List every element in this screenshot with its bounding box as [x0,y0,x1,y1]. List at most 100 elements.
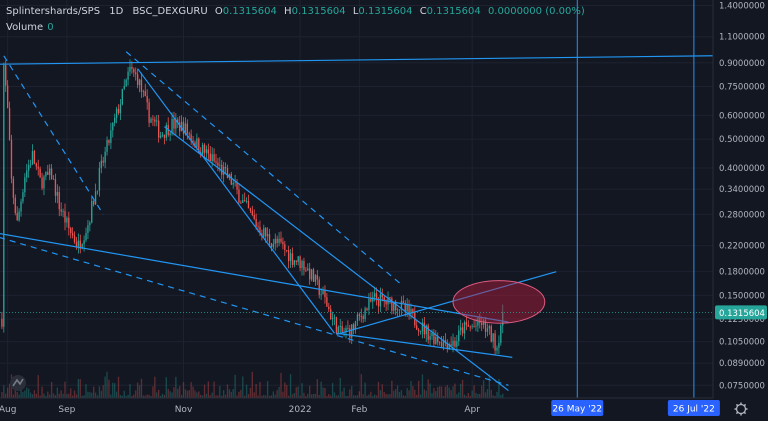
candle-body [307,268,309,271]
volume-bar [448,387,450,398]
candle-body [500,325,502,343]
volume-bar [215,395,217,398]
volume-bar [144,395,146,398]
x-tick-label: Aug [0,405,16,415]
volume-bar [454,383,456,398]
candle-body [3,65,5,327]
volume-bar [94,392,97,398]
volume-bar [244,395,246,398]
volume-bar [240,389,242,398]
volume-bar [177,388,179,398]
candle-body [186,123,188,134]
candle-body [303,260,305,270]
volume-bar [112,382,114,398]
candle-body [45,172,47,177]
candle-body [247,200,250,209]
volume-bar [146,394,148,398]
candle-body [490,326,492,342]
volume-bar [417,380,420,398]
volume-bar [219,385,221,398]
candle-body [351,324,353,338]
candle-body [289,253,292,262]
dashed-trendline [125,51,400,284]
candle-body [284,244,286,251]
candle-body [385,300,387,305]
volume-bar [201,395,204,398]
candle-body [236,182,238,190]
volume-bar [108,379,110,398]
candle-body [58,192,60,210]
candle-body [92,200,95,205]
trendline [0,233,509,323]
y-tick-label: 0.1250000 [719,315,765,325]
volume-bar [477,393,479,398]
candle-body [22,192,24,202]
candle-body [280,238,282,242]
volume-bar [475,392,477,398]
volume-bar [196,392,198,398]
candle-body [47,172,49,175]
candle-body [68,217,70,229]
candle-body [417,329,420,332]
volume-bar [47,391,49,398]
volume-bar [484,392,487,398]
y-tick-label: 1.1000000 [719,33,765,43]
candle-body [177,119,179,123]
volume-bar [58,393,60,398]
volume-bar [75,394,78,398]
low-value: 0.1315604 [358,6,413,17]
tradingview-logo-icon [10,375,26,391]
candle-body [255,219,257,227]
volume-bar [482,380,485,398]
volume-bar [200,394,202,398]
y-tick-label: 0.6000000 [719,111,765,121]
volume-bar [284,382,286,398]
volume-bar [395,389,397,398]
volume-bar [152,386,154,398]
volume-bar [242,376,244,398]
volume-bar [26,387,28,398]
volume-legend: Volume 0 [6,22,54,33]
volume-bar [110,394,112,398]
volume-bar [3,385,5,398]
volume-bar [333,392,336,398]
candle-body [429,336,431,340]
symbol-name[interactable]: Splintershards/SPS [6,6,101,17]
candle-body [224,166,227,169]
volume-bar [492,395,494,398]
candle-body [52,179,55,180]
volume-bar [383,392,385,398]
last-price-label: 0.1315604 [719,309,765,319]
volume-bar [431,393,433,398]
candle-body [352,324,355,330]
volume-bar [486,389,489,398]
volume-bar [408,390,410,398]
volume-bar [28,388,30,398]
volume-bar [278,386,280,398]
volume-bar [437,387,439,398]
y-tick-label: 1.4000000 [719,1,765,11]
candle-body [463,322,466,334]
candle-body [333,317,336,319]
volume-bar [127,394,129,398]
volume-bar [461,379,464,398]
volume-bar [39,395,41,398]
volume-bar [8,383,11,398]
interval-label[interactable]: 1D [109,6,124,17]
candle-body [77,240,80,247]
y-tick-label: 0.1050000 [719,338,765,348]
candle-body [263,228,265,237]
candle-body [245,200,248,202]
trendline [164,126,509,392]
candle-body [131,66,133,70]
volume-bar [266,381,269,398]
gear-icon[interactable] [734,402,748,416]
volume-bar [446,385,448,398]
volume-bar [100,390,102,398]
x-tick-label: Feb [351,405,367,415]
candle-body [104,151,106,163]
y-tick-label: 0.0890000 [719,359,765,369]
candle-body [159,135,162,138]
